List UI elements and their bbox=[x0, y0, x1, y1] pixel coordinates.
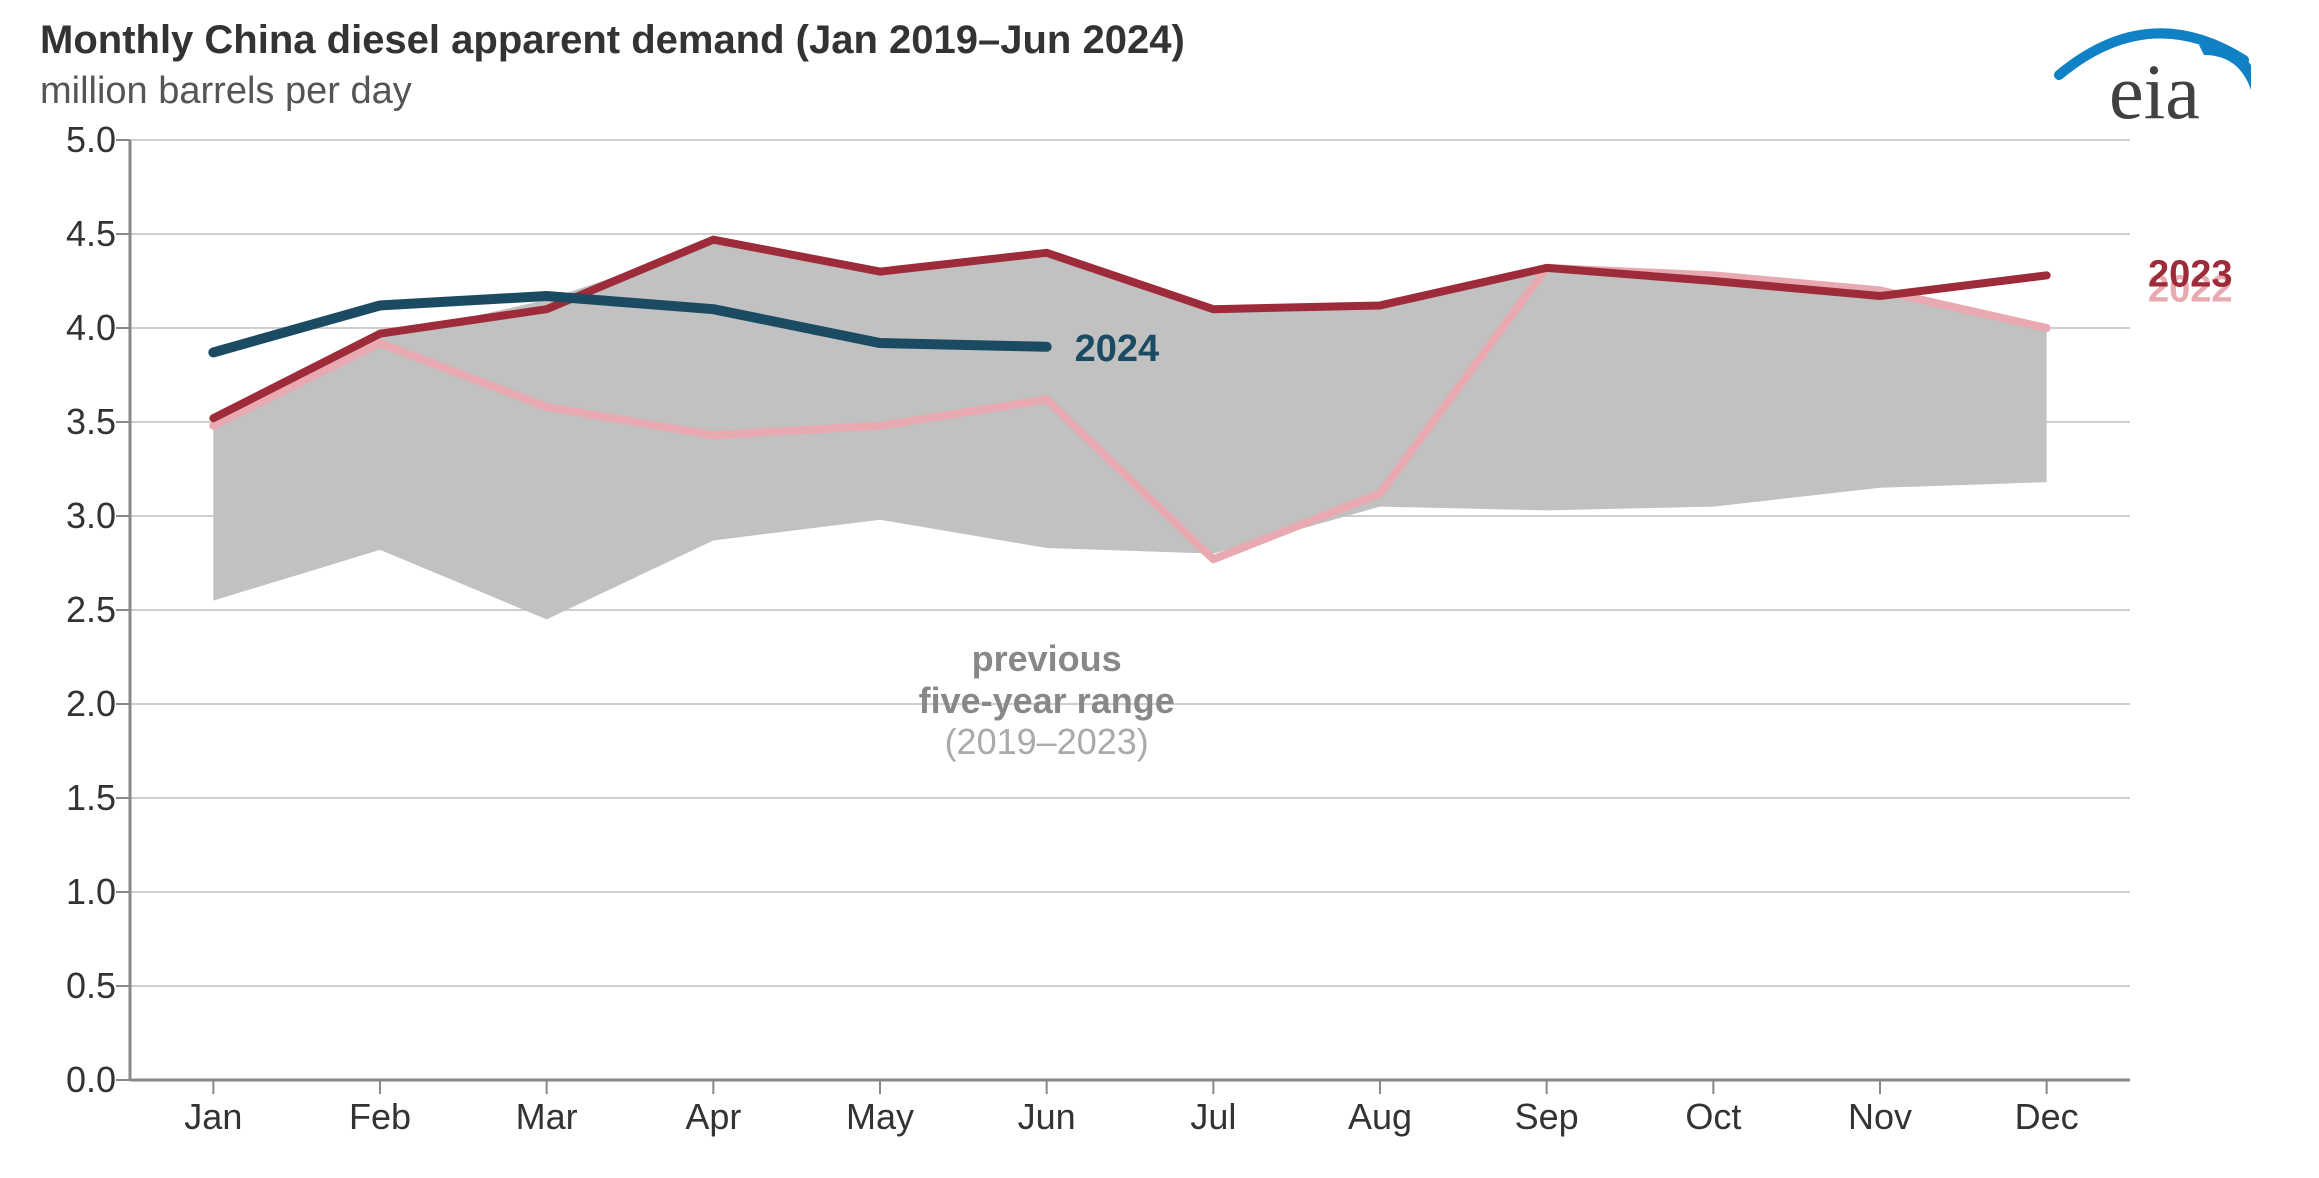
y-axis-tick-label: 2.5 bbox=[66, 589, 116, 631]
eia-logo: eia bbox=[2039, 20, 2259, 130]
x-axis-tick-label: Jan bbox=[184, 1096, 242, 1138]
y-axis-tick-label: 3.5 bbox=[66, 401, 116, 443]
y-axis-tick-label: 4.0 bbox=[66, 307, 116, 349]
x-axis-tick-label: Oct bbox=[1685, 1096, 1741, 1138]
chart-container: Monthly China diesel apparent demand (Ja… bbox=[0, 0, 2319, 1178]
chart-title: Monthly China diesel apparent demand (Ja… bbox=[40, 18, 1185, 63]
x-axis-tick-label: Dec bbox=[2015, 1096, 2079, 1138]
series-label-2023: 2023 bbox=[2148, 254, 2233, 297]
chart-plot-area: 0.00.51.01.52.02.53.03.54.04.55.0JanFebM… bbox=[130, 140, 2130, 1080]
x-axis-tick-label: Jun bbox=[1018, 1096, 1076, 1138]
y-axis-tick-label: 1.0 bbox=[66, 871, 116, 913]
eia-logo-text: eia bbox=[2109, 48, 2200, 130]
x-axis-tick-label: Apr bbox=[685, 1096, 741, 1138]
series-label-2024: 2024 bbox=[1075, 328, 1160, 371]
y-axis-tick-label: 5.0 bbox=[66, 119, 116, 161]
x-axis-tick-label: Feb bbox=[349, 1096, 411, 1138]
x-axis-tick-label: Jul bbox=[1190, 1096, 1236, 1138]
y-axis-tick-label: 2.0 bbox=[66, 683, 116, 725]
y-axis-tick-label: 0.5 bbox=[66, 965, 116, 1007]
chart-subtitle: million barrels per day bbox=[40, 70, 412, 113]
x-axis-tick-label: May bbox=[846, 1096, 914, 1138]
range-band-label: previousfive-year range(2019–2023) bbox=[919, 638, 1175, 762]
x-axis-tick-label: Nov bbox=[1848, 1096, 1912, 1138]
y-axis-tick-label: 1.5 bbox=[66, 777, 116, 819]
x-axis-tick-label: Mar bbox=[516, 1096, 578, 1138]
y-axis-tick-label: 0.0 bbox=[66, 1059, 116, 1101]
x-axis-tick-label: Sep bbox=[1515, 1096, 1579, 1138]
y-axis-tick-label: 4.5 bbox=[66, 213, 116, 255]
x-axis-tick-label: Aug bbox=[1348, 1096, 1412, 1138]
y-axis-tick-label: 3.0 bbox=[66, 495, 116, 537]
